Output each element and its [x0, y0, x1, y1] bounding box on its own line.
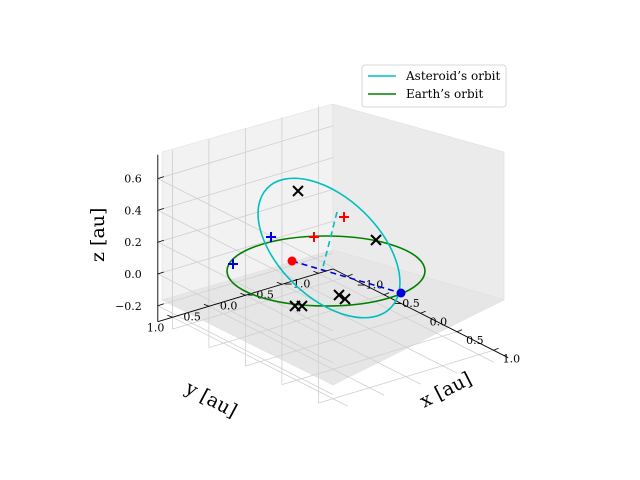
y-tick	[203, 303, 210, 307]
y-tick-label: 0.5	[183, 310, 201, 323]
grid-line	[318, 349, 494, 404]
x-tick-label: 0.0	[430, 315, 448, 328]
y-tick-label: 0.0	[220, 299, 238, 312]
grid-line	[208, 294, 385, 348]
orbit-curves	[226, 177, 426, 319]
node-point	[396, 288, 406, 298]
grid-line	[245, 312, 421, 367]
y-tick-label: −0.5	[247, 288, 274, 301]
x-tick-label: −1.0	[357, 278, 384, 291]
y-tick	[276, 281, 283, 285]
z-tick	[157, 303, 164, 307]
x-tick-label: −0.5	[393, 297, 420, 310]
plus-marker	[228, 259, 238, 269]
line-of-nodes	[291, 260, 402, 294]
y-tick	[167, 314, 173, 318]
x-tick	[456, 329, 463, 333]
y-tick-label: −1.0	[284, 277, 311, 290]
cross-marker	[339, 293, 351, 305]
x-tick-label: 0.5	[466, 334, 484, 347]
axes	[157, 154, 509, 359]
plus-marker	[339, 212, 349, 222]
z-tick-label: 0.6	[124, 173, 142, 186]
grid-line	[281, 331, 458, 385]
y-tick	[313, 270, 319, 274]
z-tick	[157, 208, 164, 211]
z-tick	[157, 239, 164, 243]
y-axis-label: y [au]	[181, 377, 241, 423]
axis-panes	[161, 103, 505, 386]
x-tick	[383, 292, 390, 296]
cross-marker	[333, 289, 345, 301]
z-tick-label: 0.4	[124, 204, 142, 217]
y-tick	[240, 292, 246, 296]
cross-marker	[370, 234, 382, 246]
x-tick-label: 1.0	[503, 352, 520, 365]
z-tick-label: 0.2	[124, 236, 142, 249]
x-tick	[493, 347, 499, 351]
x-tick	[347, 273, 353, 277]
x-tick	[420, 310, 426, 314]
y-tick-label: 1.0	[147, 321, 165, 334]
earth-orbit-line	[226, 235, 426, 307]
z-tick	[157, 271, 164, 275]
cross-marker	[292, 185, 304, 197]
plus-marker	[266, 232, 276, 242]
z-tick	[157, 176, 164, 179]
z-axis-label: z [au]	[87, 208, 109, 262]
legend-label-asteroid: Asteroid’s orbit	[405, 69, 500, 83]
z-tick-label: −0.2	[115, 300, 142, 313]
x-axis-label: x [au]	[416, 368, 475, 413]
event-markers	[228, 185, 406, 312]
z-tick-label: 0.0	[124, 268, 142, 281]
plus-marker	[309, 232, 319, 242]
legend-box	[361, 64, 507, 108]
legend: Asteroid’s orbit Earth’s orbit	[361, 64, 507, 108]
tick-labels: −1.0 −0.5 0.0 0.5 1.0 1.0 0.5 0.0 −0.5 −1.0 0.6 0.4…	[115, 173, 520, 366]
cross-marker	[296, 300, 308, 312]
node-point	[287, 256, 297, 266]
asteroid-orbit-line	[257, 177, 401, 319]
legend-label-earth: Earth’s orbit	[406, 87, 483, 101]
